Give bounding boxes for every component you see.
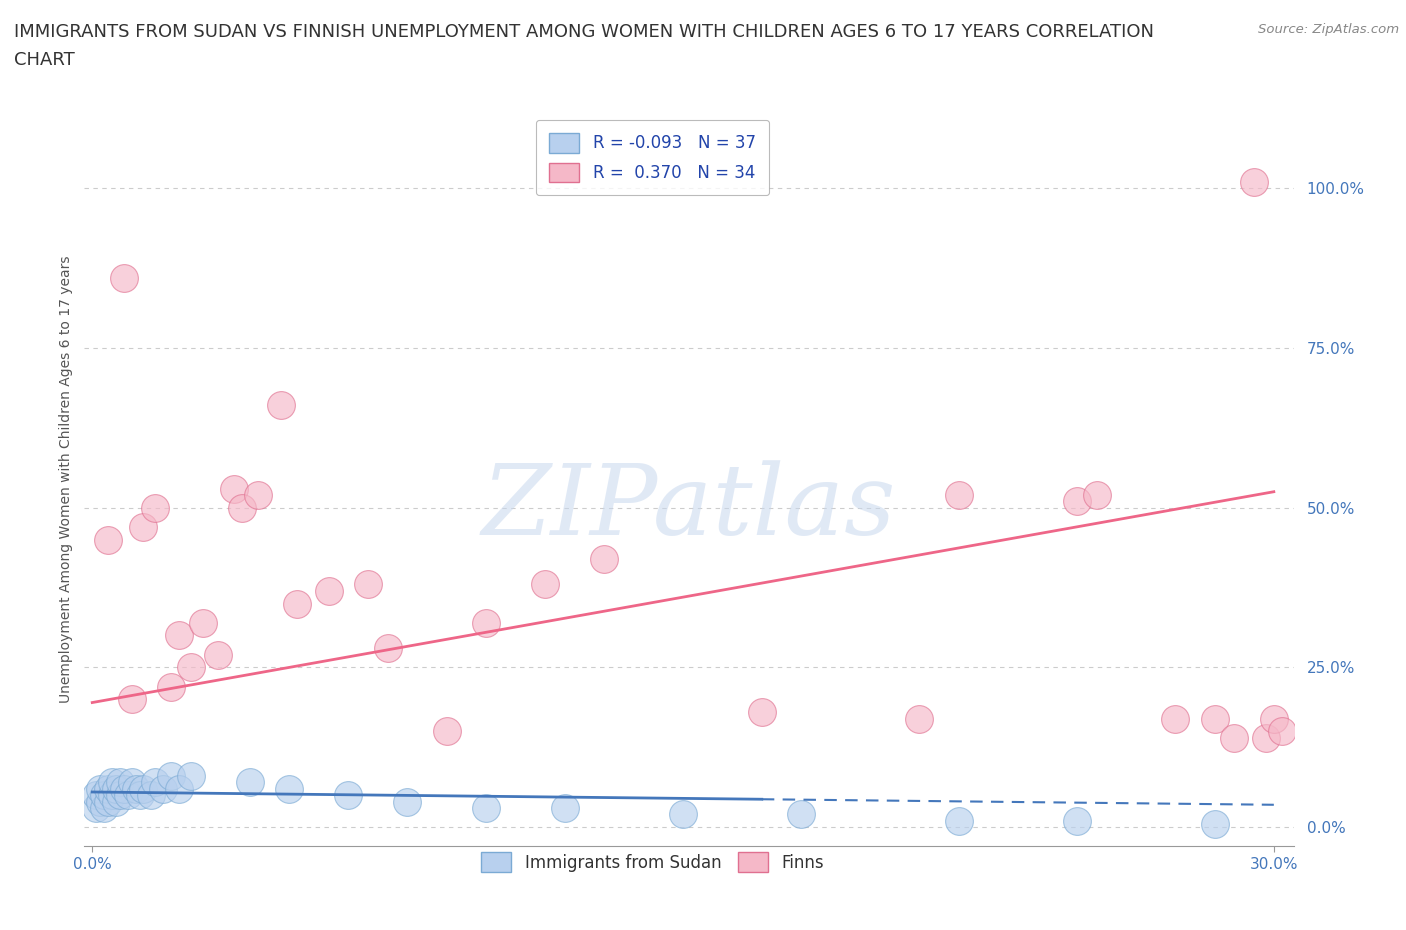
Point [124, 781, 146, 796]
Point [231, 500, 253, 515]
Point [93, 801, 115, 816]
Point [152, 781, 174, 796]
Point [101, 788, 124, 803]
Point [672, 807, 695, 822]
Point [337, 788, 360, 803]
Point [1254, 730, 1277, 745]
Point [160, 679, 183, 694]
Point [554, 801, 576, 816]
Point [751, 705, 773, 720]
Point [270, 398, 292, 413]
Point [117, 788, 139, 803]
Point [112, 271, 135, 286]
Point [948, 814, 970, 829]
Point [790, 807, 813, 822]
Point [89, 781, 111, 796]
Point [84, 788, 107, 803]
Point [436, 724, 458, 738]
Point [278, 781, 301, 796]
Point [1066, 814, 1088, 829]
Point [121, 692, 143, 707]
Point [93, 788, 115, 803]
Point [97, 781, 120, 796]
Point [396, 794, 419, 809]
Text: IMMIGRANTS FROM SUDAN VS FINNISH UNEMPLOYMENT AMONG WOMEN WITH CHILDREN AGES 6 T: IMMIGRANTS FROM SUDAN VS FINNISH UNEMPLO… [14, 23, 1154, 41]
Point [475, 801, 498, 816]
Point [141, 788, 163, 803]
Point [160, 768, 183, 783]
Point [1164, 711, 1187, 726]
Point [191, 616, 214, 631]
Point [143, 775, 166, 790]
Point [180, 660, 202, 675]
Legend: Immigrants from Sudan, Finns: Immigrants from Sudan, Finns [475, 845, 831, 878]
Point [1204, 817, 1226, 831]
Point [108, 788, 131, 803]
Point [112, 781, 135, 796]
Point [104, 794, 127, 809]
Point [534, 577, 557, 591]
Point [180, 768, 202, 783]
Point [101, 775, 124, 790]
Point [239, 775, 262, 790]
Point [318, 583, 340, 598]
Point [1085, 487, 1108, 502]
Text: ZIPatlas: ZIPatlas [482, 460, 896, 556]
Point [475, 616, 498, 631]
Point [121, 775, 143, 790]
Point [1271, 724, 1294, 738]
Point [1223, 730, 1246, 745]
Point [1066, 494, 1088, 509]
Point [108, 775, 131, 790]
Text: Source: ZipAtlas.com: Source: ZipAtlas.com [1258, 23, 1399, 36]
Point [167, 781, 190, 796]
Point [207, 647, 229, 662]
Point [143, 500, 166, 515]
Point [104, 781, 127, 796]
Point [377, 641, 399, 656]
Point [222, 481, 245, 496]
Point [89, 794, 111, 809]
Point [97, 532, 120, 547]
Point [167, 628, 190, 643]
Point [128, 788, 150, 803]
Point [1243, 175, 1265, 190]
Y-axis label: Unemployment Among Women with Children Ages 6 to 17 years: Unemployment Among Women with Children A… [59, 255, 73, 703]
Point [593, 551, 616, 566]
Point [132, 520, 155, 535]
Point [1263, 711, 1285, 726]
Point [246, 487, 269, 502]
Point [357, 577, 380, 591]
Point [84, 801, 107, 816]
Point [285, 596, 308, 611]
Point [908, 711, 931, 726]
Point [1204, 711, 1226, 726]
Point [97, 794, 120, 809]
Point [948, 487, 970, 502]
Text: CHART: CHART [14, 51, 75, 69]
Point [132, 781, 155, 796]
